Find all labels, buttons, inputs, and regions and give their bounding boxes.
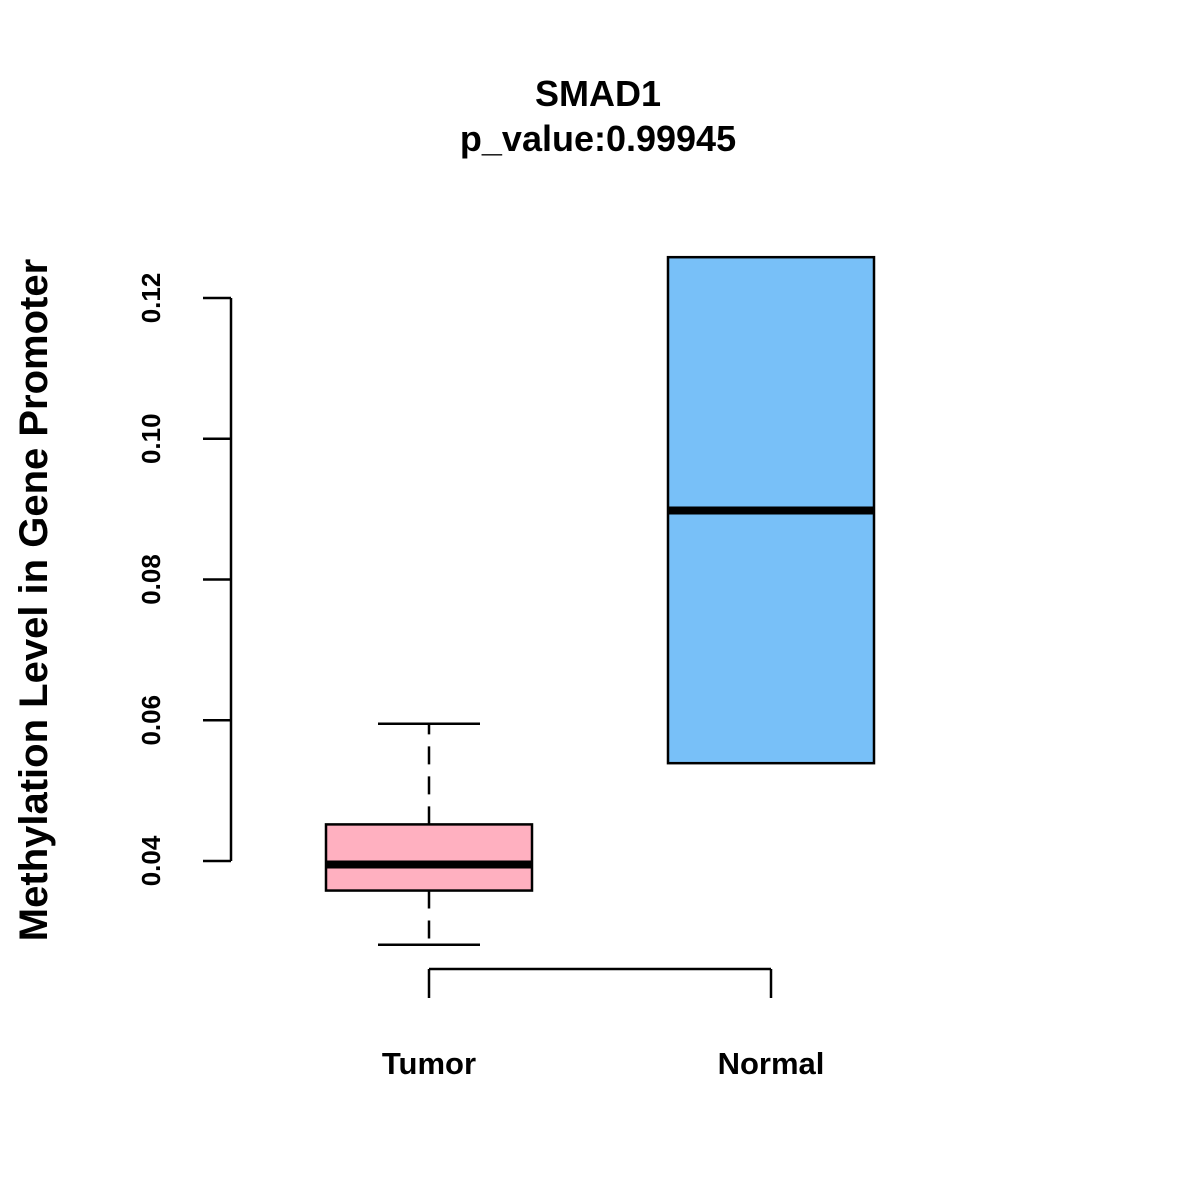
box-tumor — [324, 722, 534, 946]
boxes-group — [324, 255, 876, 946]
y-axis: 0.04 0.06 0.08 0.10 0.12 — [136, 273, 233, 886]
y-tick-label: 0.04 — [136, 835, 166, 886]
y-tick-label: 0.08 — [136, 554, 166, 605]
y-tick-label: 0.06 — [136, 695, 166, 746]
box-iqr — [324, 823, 534, 892]
box-normal — [666, 255, 876, 765]
y-axis-label: Methylation Level in Gene Promoter — [12, 259, 56, 941]
y-tick-label: 0.12 — [136, 273, 166, 324]
x-tick-label: Tumor — [382, 1046, 476, 1081]
y-tick-label: 0.10 — [136, 413, 166, 464]
chart-title: SMAD1 — [535, 73, 661, 114]
x-tick-label: Normal — [718, 1046, 825, 1081]
x-axis: Tumor Normal — [382, 967, 825, 1081]
chart-subtitle: p_value:0.99945 — [460, 118, 736, 159]
